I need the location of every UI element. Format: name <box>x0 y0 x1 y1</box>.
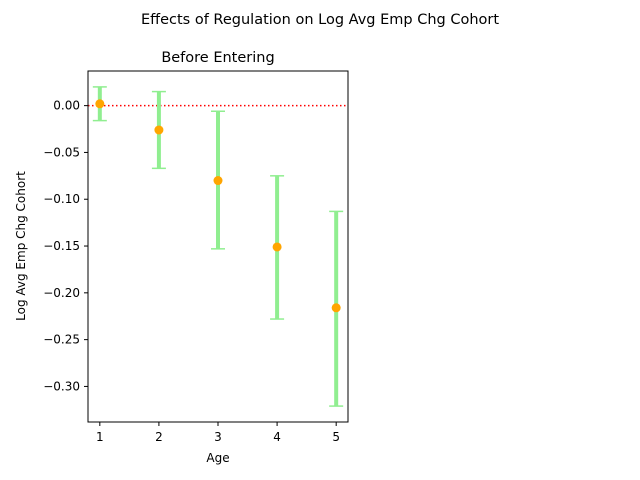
x-tick-label: 4 <box>273 430 281 444</box>
y-tick-label: −0.10 <box>43 192 80 206</box>
data-point-3 <box>213 176 223 186</box>
y-tick-label: −0.20 <box>43 286 80 300</box>
y-tick-label: −0.30 <box>43 379 80 393</box>
x-axis: 1 2 3 4 5 <box>96 422 340 444</box>
data-point-5 <box>331 303 341 313</box>
x-tick-label: 1 <box>96 430 104 444</box>
chart-title: Before Entering <box>161 50 274 66</box>
x-axis-label: Age <box>206 451 229 465</box>
x-tick-label: 5 <box>332 430 340 444</box>
y-tick-label: 0.00 <box>53 99 80 113</box>
plot-area <box>87 70 349 423</box>
y-axis: 0.00 −0.05 −0.10 −0.15 −0.20 −0.25 −0.30 <box>43 99 88 393</box>
data-point-4 <box>272 242 282 252</box>
errorbar-layer <box>92 86 344 407</box>
x-tick-label: 2 <box>155 430 163 444</box>
point-layer <box>95 99 341 313</box>
data-point-2 <box>154 125 164 135</box>
y-tick-label: −0.05 <box>43 145 80 159</box>
y-tick-label: −0.15 <box>43 239 80 253</box>
y-tick-label: −0.25 <box>43 333 80 347</box>
x-tick-label: 3 <box>214 430 222 444</box>
y-axis-label: Log Avg Emp Chg Cohort <box>14 171 28 321</box>
data-point-1 <box>95 99 105 109</box>
figure-suptitle: Effects of Regulation on Log Avg Emp Chg… <box>141 12 499 28</box>
